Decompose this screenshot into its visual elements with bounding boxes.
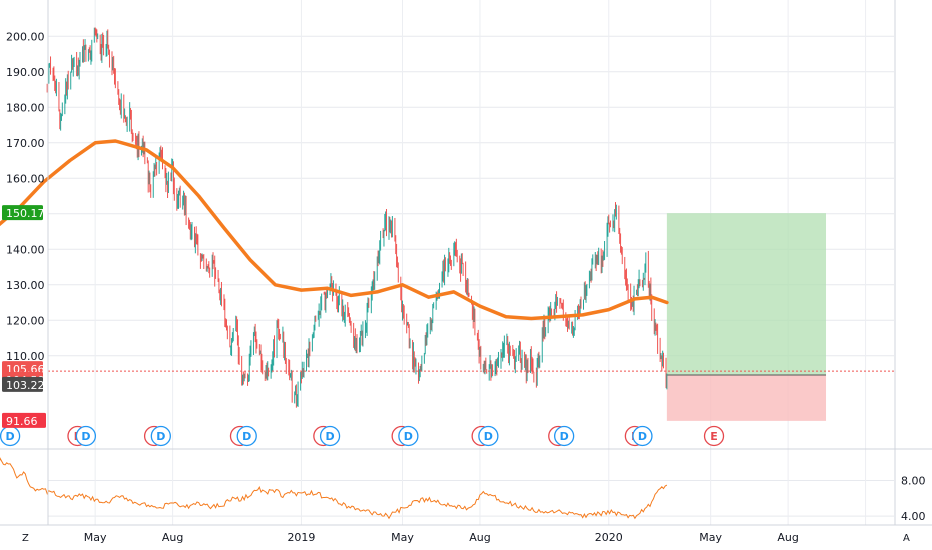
- event-label[interactable]: D: [325, 430, 334, 443]
- event-label[interactable]: D: [156, 430, 165, 443]
- event-label[interactable]: D: [6, 430, 15, 443]
- corner-right-label[interactable]: A: [903, 533, 910, 544]
- candlestick-series: [46, 27, 668, 408]
- y-tick-label: 140.00: [6, 243, 45, 256]
- event-circle[interactable]: [319, 425, 341, 447]
- indicator-line: [0, 457, 668, 520]
- pane-frame: [0, 0, 932, 526]
- event-label[interactable]: E: [710, 430, 718, 443]
- event-circle[interactable]: [478, 425, 499, 447]
- x-tick-label: 2020: [595, 531, 623, 544]
- y-tick-label: 200.00: [6, 30, 45, 43]
- earnings-marker[interactable]: E: [703, 425, 725, 447]
- indicator-trend: [0, 459, 667, 517]
- profit-zone[interactable]: [666, 213, 827, 375]
- corner-left-label[interactable]: Z: [22, 533, 29, 544]
- price-badge: 150.17: [2, 205, 45, 221]
- x-tick-label: Aug: [162, 531, 183, 544]
- event-label[interactable]: D: [81, 430, 90, 443]
- y-tick-label-lower: 8.00: [901, 475, 926, 488]
- price-badge-bg: [2, 376, 43, 392]
- x-tick-label: May: [699, 531, 722, 544]
- time-axis[interactable]: May Aug 2019 May Aug 2020 May Aug: [84, 531, 799, 544]
- event-circle[interactable]: [703, 425, 725, 447]
- price-badge-bg: [2, 205, 43, 221]
- moving-average-line: [0, 139, 669, 321]
- y-tick-label-lower: 4.00: [901, 510, 926, 523]
- price-badge-bg: [2, 412, 46, 428]
- moving-average: [0, 139, 669, 321]
- gridlines: [48, 0, 894, 525]
- y-tick-label: 110.00: [6, 350, 45, 363]
- price-badge-label: 150.17: [6, 207, 45, 220]
- event-circle[interactable]: [236, 425, 257, 447]
- price-badge-label: 91.66: [6, 415, 38, 428]
- y-tick-label: 160.00: [6, 172, 45, 185]
- price-badge: 103.22: [2, 376, 45, 392]
- price-badge: 91.66: [2, 412, 46, 428]
- event-label[interactable]: D: [404, 430, 413, 443]
- dividend-marker[interactable]: D: [75, 425, 97, 447]
- y-tick-label: 130.00: [6, 279, 45, 292]
- event-circle[interactable]: [553, 425, 575, 447]
- position-zones: [666, 213, 827, 421]
- event-label[interactable]: D: [560, 430, 569, 443]
- price-axis[interactable]: 200.00 190.00 180.00 170.00 160.00 140.00 130.…: [2, 30, 926, 523]
- event-markers[interactable]: DEDEDEDEDEDEDEDEDE: [0, 425, 725, 447]
- x-tick-label: Aug: [777, 531, 798, 544]
- dividend-marker[interactable]: D: [553, 425, 575, 447]
- loss-zone[interactable]: [666, 374, 827, 421]
- lower-pane: [0, 457, 668, 520]
- event-circle[interactable]: [150, 425, 171, 447]
- x-tick-label: May: [84, 531, 107, 544]
- dividend-marker[interactable]: D: [632, 425, 653, 447]
- y-tick-label: 190.00: [6, 66, 45, 79]
- price-badge-label: 103.22: [6, 379, 45, 392]
- x-tick-label: May: [391, 531, 414, 544]
- event-label[interactable]: D: [638, 430, 647, 443]
- dividend-marker[interactable]: D: [150, 425, 171, 447]
- corner-controls[interactable]: Z A: [22, 533, 910, 544]
- x-tick-label: Aug: [469, 531, 490, 544]
- dividend-marker[interactable]: D: [319, 425, 341, 447]
- event-circle[interactable]: [75, 425, 97, 447]
- y-tick-label: 170.00: [6, 137, 45, 150]
- y-tick-label: 180.00: [6, 101, 45, 114]
- event-circle[interactable]: [632, 425, 653, 447]
- event-circle[interactable]: [398, 425, 419, 447]
- dividend-marker[interactable]: D: [478, 425, 499, 447]
- y-tick-label: 120.00: [6, 314, 45, 327]
- dividend-marker[interactable]: D: [236, 425, 257, 447]
- x-tick-label: 2019: [287, 531, 315, 544]
- event-label[interactable]: D: [242, 430, 251, 443]
- dividend-marker[interactable]: D: [398, 425, 419, 447]
- dividend-marker[interactable]: D: [0, 425, 21, 447]
- event-label[interactable]: D: [484, 430, 493, 443]
